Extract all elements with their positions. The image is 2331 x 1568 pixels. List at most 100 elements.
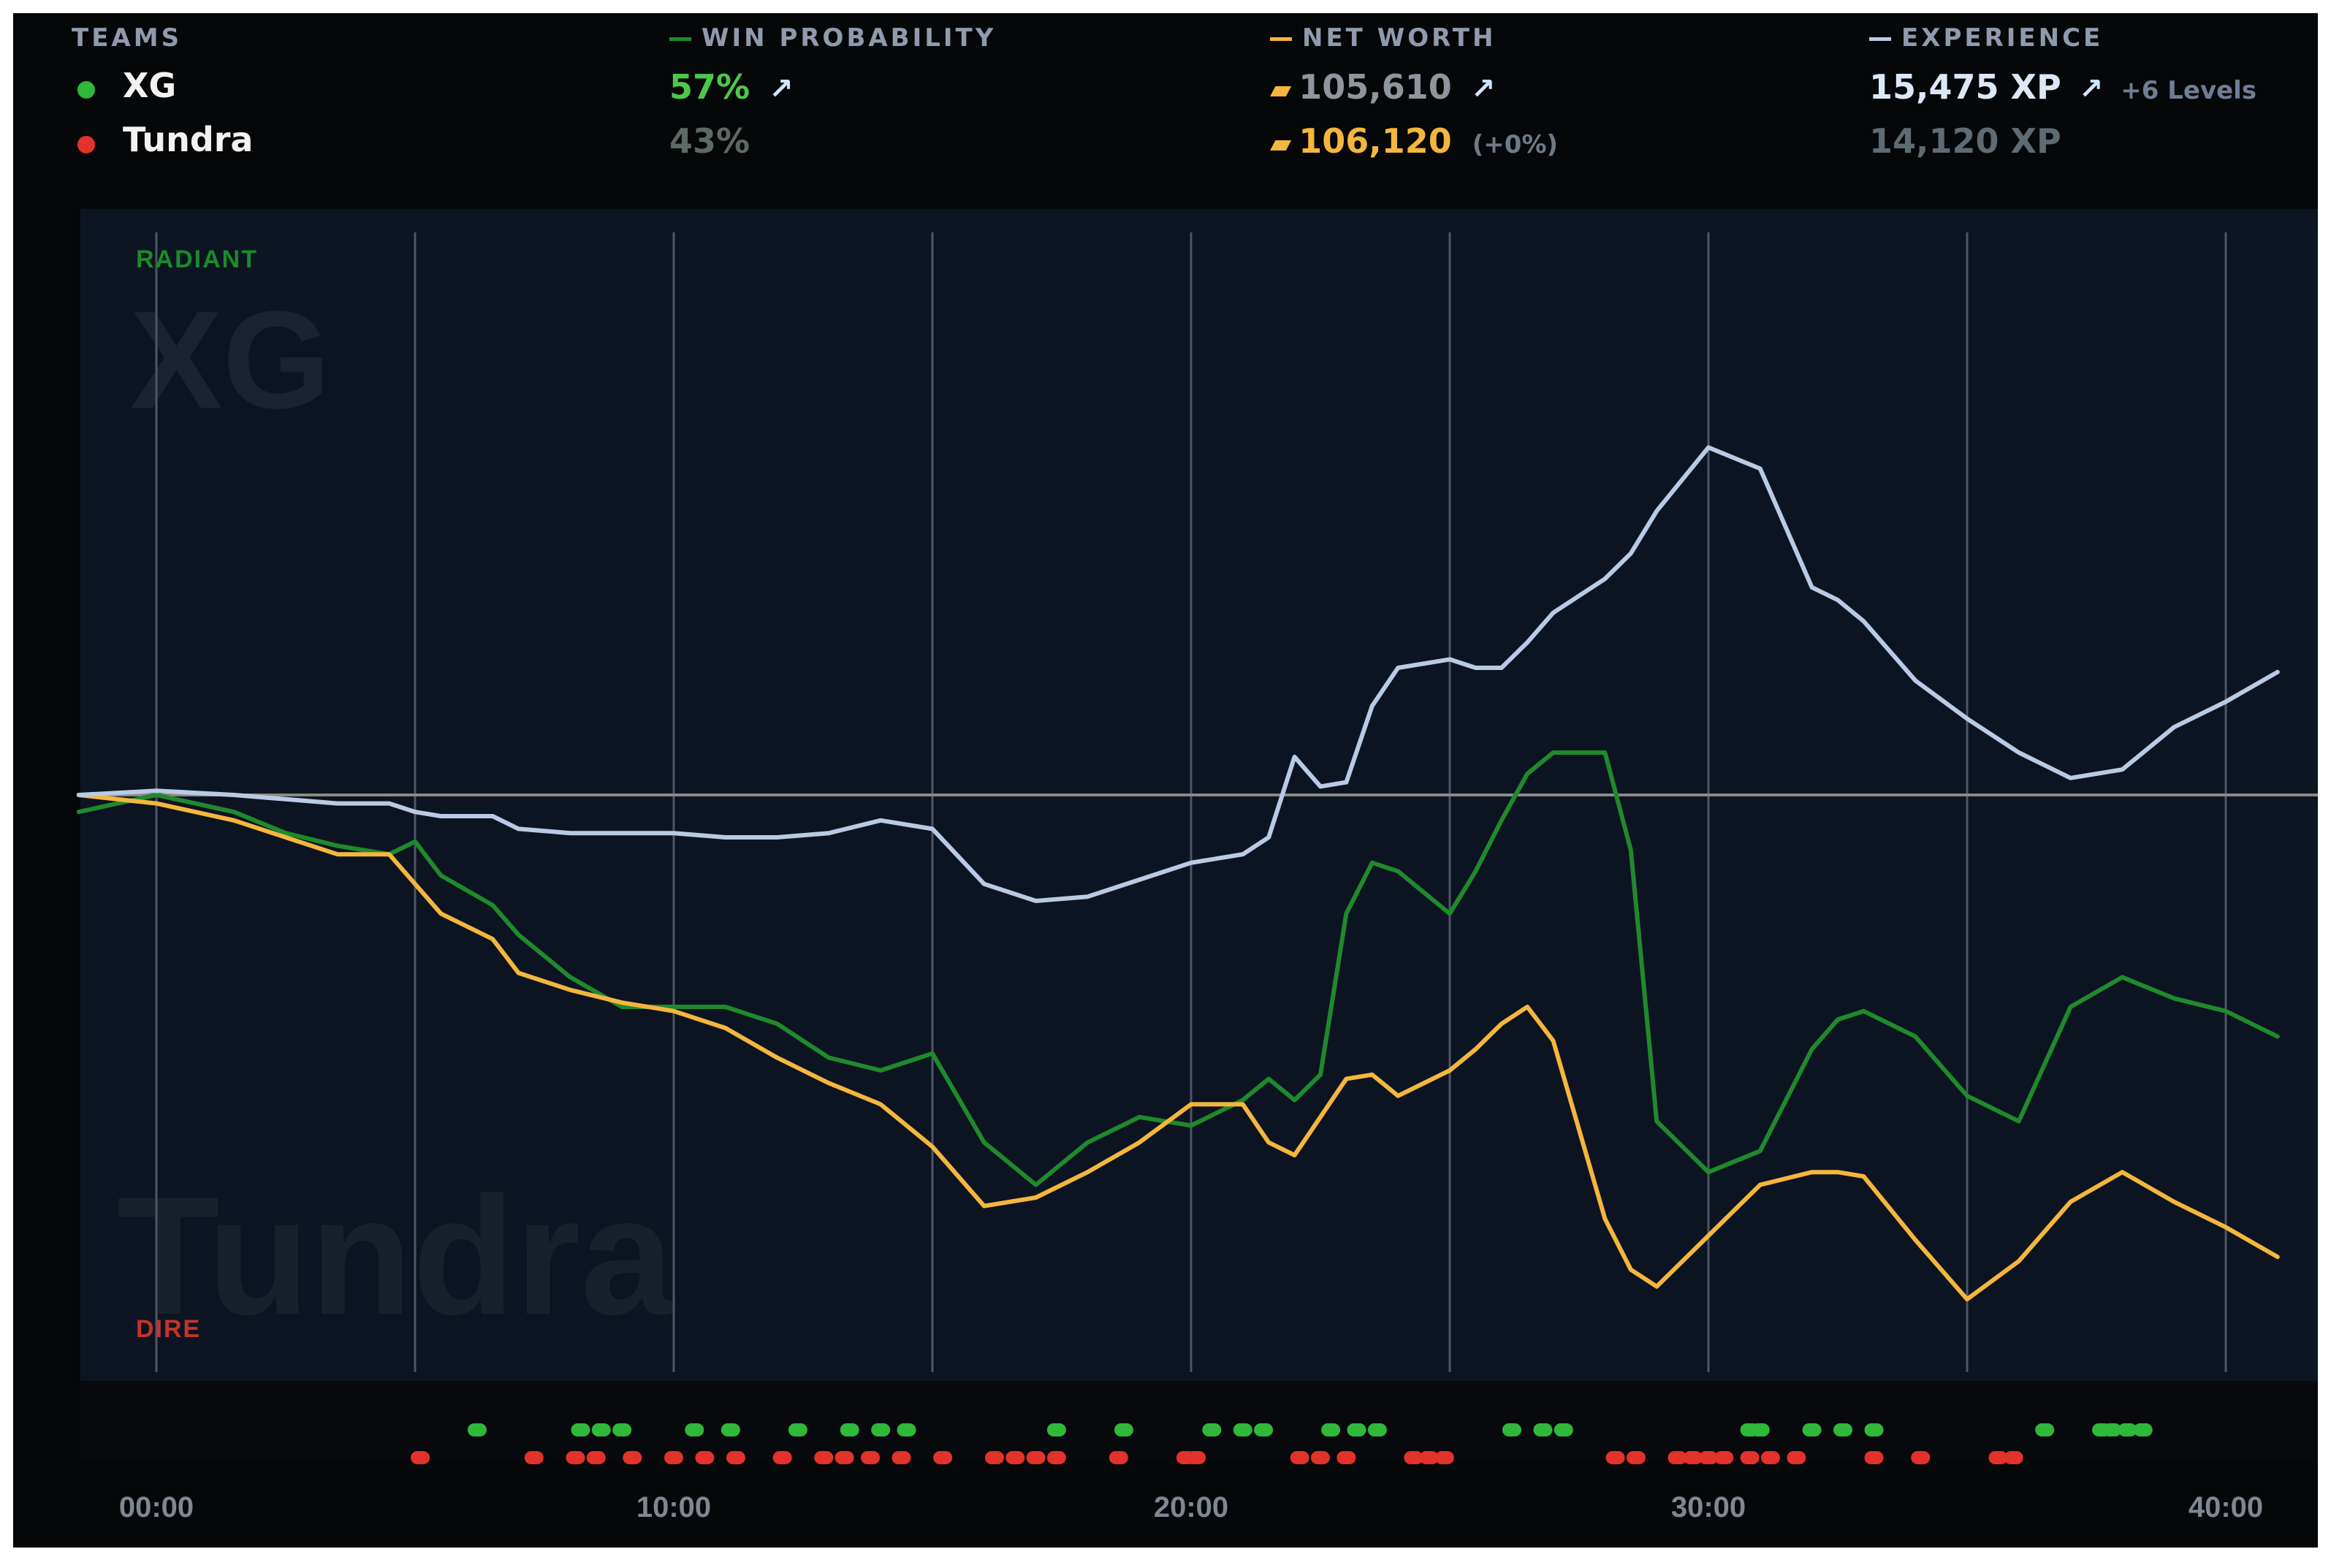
dire-kill-marker (586, 1451, 606, 1464)
win-probability-legend-swatch (669, 37, 691, 41)
dire-kill-marker (1026, 1451, 1046, 1464)
dire-kill-marker (2004, 1451, 2023, 1464)
radiant-kill-marker (1347, 1423, 1366, 1436)
radiant-kill-marker (2118, 1423, 2137, 1436)
dire-kill-marker (1336, 1451, 1356, 1464)
team2-color-dot (77, 136, 95, 153)
radiant-kill-marker (1864, 1423, 1884, 1436)
x-tick-label: 10:00 (636, 1491, 711, 1523)
radiant-kill-marker (1502, 1423, 1521, 1436)
radiant-kill-marker (720, 1423, 740, 1436)
dire-kill-marker (1626, 1451, 1646, 1464)
win-probability-label: WIN PROBABILITY (701, 23, 997, 53)
radiant-kill-marker (1533, 1423, 1553, 1436)
dire-kill-marker (1911, 1451, 1931, 1464)
radiant-kill-marker (1233, 1423, 1252, 1436)
teams-column-label: TEAMS (72, 23, 183, 53)
dire-kill-marker (695, 1451, 715, 1464)
team2-net-worth-value: 106,120 (1298, 121, 1452, 161)
team1-name: XG (123, 66, 177, 105)
team1-net-worth: ▰ 105,610 ↗ (1270, 67, 1495, 107)
gold-icon: ▰ (1270, 73, 1292, 105)
radiant-kill-marker (1114, 1423, 1133, 1436)
dire-kill-marker (1864, 1451, 1884, 1464)
team2-experience: 14,120 XP (1869, 121, 2061, 161)
team1-net-worth-value: 105,610 (1298, 67, 1452, 107)
radiant-kill-marker (897, 1423, 916, 1436)
radiant-kill-marker (788, 1423, 807, 1436)
team1-color-dot (77, 81, 95, 99)
dire-kill-marker (1434, 1451, 1454, 1464)
series-line-win-probability (76, 750, 2280, 1187)
radiant-kill-marker (1802, 1423, 1822, 1436)
dire-kill-marker (664, 1451, 683, 1464)
radiant-kill-marker (1833, 1423, 1853, 1436)
dire-kill-marker (814, 1451, 834, 1464)
dire-kill-marker (1760, 1451, 1780, 1464)
experience-column-label: EXPERIENCE (1869, 23, 2103, 53)
dire-kill-marker (1699, 1451, 1718, 1464)
radiant-kill-marker (1750, 1423, 1770, 1436)
radiant-kill-marker (1202, 1423, 1222, 1436)
dire-label: DIRE (136, 1315, 201, 1343)
radiant-kill-marker (685, 1423, 704, 1436)
dire-kill-marker (1740, 1451, 1760, 1464)
x-tick-label: 40:00 (2189, 1491, 2263, 1523)
dire-kill-marker (1787, 1451, 1806, 1464)
trend-up-icon: ↗ (769, 72, 794, 106)
x-tick-label: 20:00 (1154, 1491, 1228, 1523)
radiant-kill-marker (467, 1423, 487, 1436)
dire-kill-marker (566, 1451, 585, 1464)
radiant-kill-marker (2035, 1423, 2055, 1436)
dire-kill-marker (1683, 1451, 1703, 1464)
team1-win-probability: 57% ↗ (669, 67, 794, 107)
dire-kill-marker (1668, 1451, 1687, 1464)
dire-kill-marker (623, 1451, 642, 1464)
radiant-kill-marker (871, 1423, 891, 1436)
dire-kill-marker (1290, 1451, 1309, 1464)
watermark-team2: Tundra (117, 1162, 675, 1350)
dire-kill-marker (891, 1451, 911, 1464)
dire-kill-marker (1988, 1451, 2008, 1464)
dire-kill-marker (411, 1451, 430, 1464)
x-axis-tick-labels: 00:00 10:00 20:00 30:00 40:00 (119, 1491, 2263, 1523)
dire-kill-marker (1714, 1451, 1734, 1464)
team1-experience-value: 15,475 XP (1869, 67, 2061, 107)
kill-event-markers (411, 1423, 2153, 1464)
level-difference: +6 Levels (2121, 76, 2257, 105)
net-worth-label: NET WORTH (1302, 23, 1497, 53)
radiant-kill-marker (571, 1423, 590, 1436)
trend-up-icon: ↗ (2078, 72, 2104, 106)
radiant-label: RADIANT (136, 246, 258, 273)
radiant-kill-marker (840, 1423, 859, 1436)
dire-kill-marker (1109, 1451, 1128, 1464)
radiant-kill-marker (1321, 1423, 1341, 1436)
radiant-kill-marker (2133, 1423, 2153, 1436)
team1-experience: 15,475 XP ↗ +6 Levels (1869, 67, 2256, 107)
dire-kill-marker (933, 1451, 953, 1464)
dire-kill-marker (984, 1451, 1004, 1464)
radiant-kill-marker (612, 1423, 632, 1436)
radiant-kill-marker (1367, 1423, 1387, 1436)
vertical-gridlines (155, 232, 2227, 1372)
team2-name: Tundra (123, 120, 254, 159)
event-strip-background (80, 1381, 2318, 1461)
net-worth-legend-swatch (1270, 37, 1292, 41)
x-tick-label: 30:00 (1671, 1491, 1746, 1523)
dire-kill-marker (1605, 1451, 1625, 1464)
match-graph-panel: TEAMS WIN PROBABILITY NET WORTH EXPERIEN… (13, 13, 2318, 1548)
radiant-kill-marker (1046, 1423, 1066, 1436)
radiant-kill-marker (1554, 1423, 1573, 1436)
team2-net-worth-change: (+0%) (1472, 130, 1559, 159)
x-tick-label: 00:00 (119, 1491, 194, 1523)
match-graph-chart: XG Tundra RADIANT DIRE 00:00 10:00 20:00 30… (76, 209, 2318, 1523)
radiant-kill-marker (2102, 1423, 2122, 1436)
team1-win-probability-value: 57% (669, 67, 750, 107)
watermark-team1: XG (130, 283, 331, 438)
dire-kill-marker (1419, 1451, 1439, 1464)
dire-kill-marker (1404, 1451, 1423, 1464)
radiant-kill-marker (591, 1423, 611, 1436)
experience-legend-swatch (1869, 37, 1891, 41)
series-lines (76, 445, 2280, 1302)
net-worth-column-label: NET WORTH (1270, 23, 1496, 53)
